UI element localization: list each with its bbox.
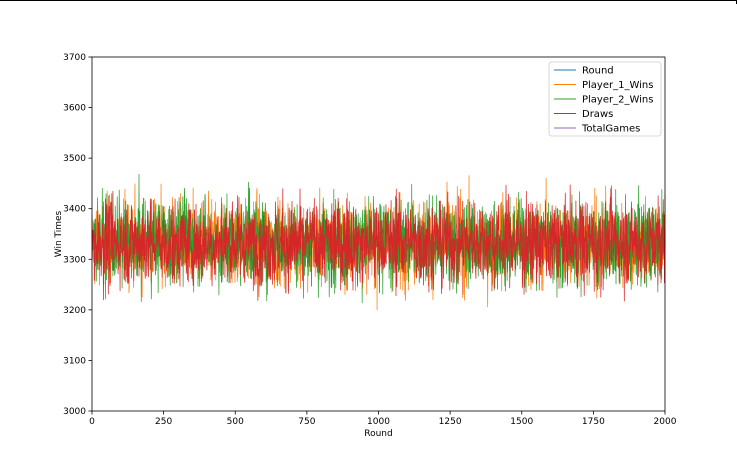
legend-entry: TotalGames: [581, 124, 640, 135]
y-tick-label: 3500: [63, 154, 86, 164]
legend-entry: Player_2_Wins: [582, 95, 653, 106]
legend-entry: Player_1_Wins: [582, 80, 653, 91]
y-tick-label: 3400: [63, 205, 86, 215]
x-tick-label: 2000: [654, 417, 677, 427]
x-axis-ticks: 0 250 500 750 1000 1250 1500 1750 2000: [89, 411, 677, 427]
top-border: [0, 0, 737, 1]
series-line-draws: [91, 184, 666, 302]
y-tick-label: 3600: [63, 104, 86, 114]
x-axis-label: Round: [364, 429, 392, 439]
y-axis-label: Win Times: [54, 210, 64, 257]
legend-entry: Round: [582, 66, 614, 77]
y-tick-label: 3100: [63, 356, 86, 366]
x-tick-label: 1500: [510, 417, 533, 427]
legend: Round Player_1_Wins Player_2_Wins Draws Tota…: [548, 61, 662, 137]
y-tick-label: 3300: [63, 255, 86, 265]
x-tick-label: 500: [227, 417, 244, 427]
x-tick-label: 1750: [582, 417, 605, 427]
x-tick-label: 1250: [439, 417, 462, 427]
x-tick-label: 250: [155, 417, 172, 427]
x-tick-label: 750: [298, 417, 315, 427]
x-tick-label: 0: [89, 417, 95, 427]
y-tick-label: 3000: [63, 407, 86, 417]
legend-box: [548, 61, 662, 137]
y-tick-label: 3700: [63, 53, 86, 63]
y-axis-ticks: 3000 3100 3200 3300 3400 3500 3600 3700: [63, 53, 92, 417]
series-layer: [91, 173, 666, 311]
x-tick-label: 1000: [367, 417, 390, 427]
legend-entry: Draws: [582, 109, 613, 120]
y-tick-label: 3200: [63, 306, 86, 316]
